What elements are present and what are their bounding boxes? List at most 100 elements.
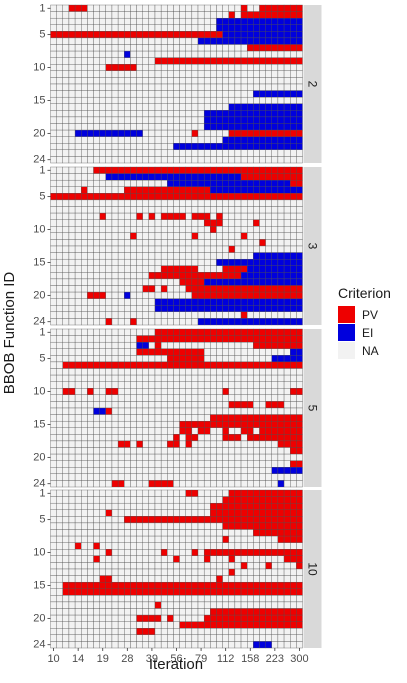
heatmap-cell bbox=[222, 447, 229, 455]
heatmap-cell bbox=[203, 103, 211, 111]
heatmap-cell bbox=[93, 318, 100, 326]
heatmap-cell bbox=[277, 601, 285, 609]
heatmap-cell bbox=[117, 355, 125, 363]
heatmap-cell bbox=[222, 542, 229, 550]
heatmap-cell bbox=[179, 473, 186, 481]
heatmap-cell bbox=[93, 355, 100, 363]
heatmap-cell bbox=[99, 348, 106, 356]
heatmap-cell bbox=[105, 427, 113, 435]
heatmap-cell bbox=[142, 614, 150, 622]
heatmap-cell bbox=[160, 179, 168, 187]
heatmap-cell bbox=[210, 245, 217, 253]
heatmap-cell bbox=[148, 467, 156, 475]
heatmap-cell bbox=[234, 341, 242, 349]
heatmap-cell bbox=[240, 368, 248, 376]
heatmap-cell bbox=[253, 116, 260, 124]
heatmap-cell bbox=[253, 199, 260, 207]
heatmap-cell bbox=[277, 298, 285, 306]
heatmap-cell bbox=[203, 529, 211, 537]
heatmap-cell bbox=[99, 341, 106, 349]
heatmap-cell bbox=[111, 305, 119, 313]
heatmap-cell bbox=[259, 149, 266, 157]
heatmap-cell bbox=[247, 90, 254, 98]
heatmap-cell bbox=[99, 272, 106, 280]
heatmap-cell bbox=[203, 156, 211, 164]
heatmap-cell bbox=[99, 388, 106, 396]
x-tick-label: 223 bbox=[266, 653, 284, 665]
heatmap-cell bbox=[130, 70, 137, 78]
heatmap-cell bbox=[136, 123, 143, 131]
heatmap-cell bbox=[50, 634, 57, 642]
heatmap-cell bbox=[210, 96, 217, 104]
heatmap-cell bbox=[74, 348, 82, 356]
heatmap-cell bbox=[240, 516, 248, 524]
heatmap-cell bbox=[74, 31, 82, 39]
heatmap-cell bbox=[74, 480, 82, 488]
heatmap-cell bbox=[167, 407, 174, 415]
heatmap-cell bbox=[197, 522, 205, 530]
heatmap-cell bbox=[74, 96, 82, 104]
heatmap-cell bbox=[50, 388, 57, 396]
heatmap-cell bbox=[191, 143, 199, 151]
heatmap-cell bbox=[234, 129, 242, 137]
heatmap-cell bbox=[117, 136, 125, 144]
heatmap-cell bbox=[74, 434, 82, 442]
heatmap-cell bbox=[105, 641, 113, 649]
heatmap-cell bbox=[111, 90, 119, 98]
heatmap-cell bbox=[142, 272, 150, 280]
heatmap-cell bbox=[197, 245, 205, 253]
heatmap-cell bbox=[142, 311, 150, 319]
heatmap-cell bbox=[81, 278, 88, 286]
heatmap-cell bbox=[62, 173, 70, 181]
heatmap-cell bbox=[148, 489, 156, 497]
x-axis-label: Iteration bbox=[149, 656, 203, 673]
y-tick-label: 1 bbox=[39, 164, 45, 176]
heatmap-cell bbox=[290, 489, 297, 497]
heatmap-cell bbox=[154, 285, 162, 293]
heatmap-cell bbox=[222, 516, 229, 524]
heatmap-cell bbox=[210, 581, 217, 589]
heatmap-cell bbox=[56, 11, 63, 19]
heatmap-cell bbox=[148, 136, 156, 144]
heatmap-cell bbox=[87, 522, 94, 530]
heatmap-cell bbox=[62, 394, 70, 402]
heatmap-cell bbox=[81, 480, 88, 488]
heatmap-cell bbox=[191, 57, 199, 65]
heatmap-cell bbox=[117, 129, 125, 137]
heatmap-cell bbox=[154, 427, 162, 435]
heatmap-cell bbox=[240, 70, 248, 78]
heatmap-cell bbox=[50, 291, 57, 299]
heatmap-cell bbox=[271, 298, 279, 306]
heatmap-cell bbox=[167, 272, 174, 280]
heatmap-cell bbox=[74, 186, 82, 194]
heatmap-cell bbox=[277, 64, 285, 72]
heatmap-cell bbox=[265, 447, 272, 455]
heatmap-cell bbox=[216, 37, 223, 45]
heatmap-cell bbox=[87, 143, 94, 151]
heatmap-cell bbox=[124, 328, 131, 336]
heatmap-cell bbox=[154, 581, 162, 589]
heatmap-cell bbox=[124, 219, 131, 227]
heatmap-cell bbox=[277, 17, 285, 25]
heatmap-cell bbox=[197, 156, 205, 164]
heatmap-cell bbox=[283, 70, 291, 78]
heatmap-cell bbox=[142, 186, 150, 194]
heatmap-cell bbox=[216, 116, 223, 124]
heatmap-cell bbox=[154, 156, 162, 164]
heatmap-cell bbox=[111, 601, 119, 609]
heatmap-cell bbox=[185, 601, 193, 609]
heatmap-cell bbox=[148, 542, 156, 550]
heatmap-cell bbox=[87, 103, 94, 111]
heatmap-cell bbox=[210, 502, 217, 510]
heatmap-cell bbox=[265, 4, 272, 12]
heatmap-cell bbox=[210, 473, 217, 481]
heatmap-cell bbox=[148, 522, 156, 530]
heatmap-cell bbox=[228, 50, 236, 58]
heatmap-cell bbox=[253, 83, 260, 91]
heatmap-cell bbox=[228, 298, 236, 306]
heatmap-cell bbox=[117, 401, 125, 409]
heatmap-cell bbox=[93, 70, 100, 78]
heatmap-cell bbox=[265, 116, 272, 124]
heatmap-cell bbox=[50, 64, 57, 72]
heatmap-cell bbox=[136, 199, 143, 207]
